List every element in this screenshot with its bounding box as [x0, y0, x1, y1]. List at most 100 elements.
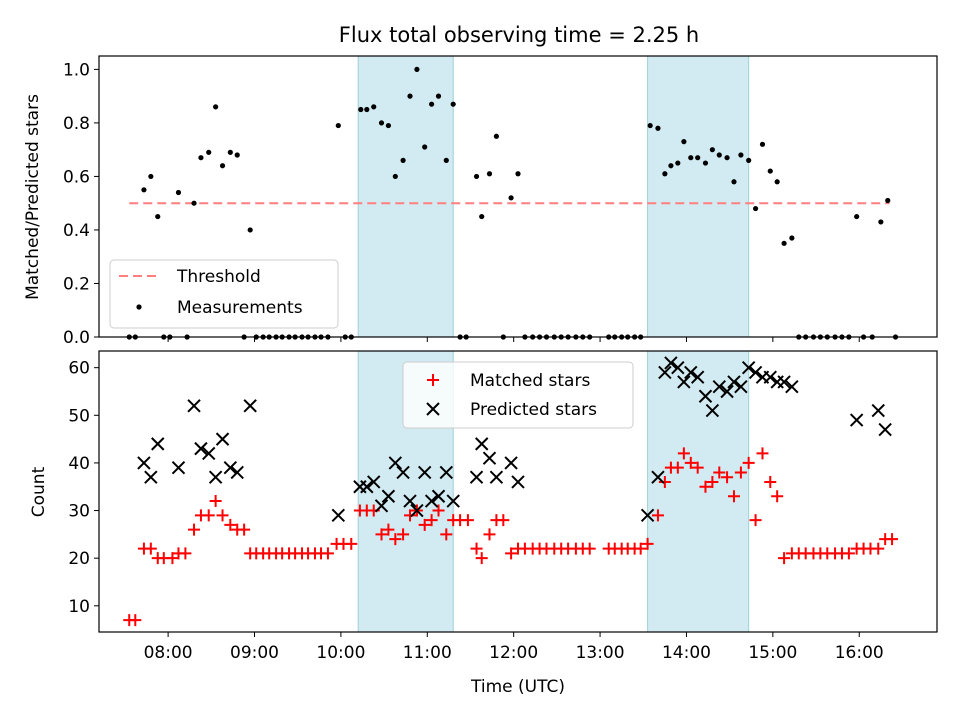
y-tick-label: 1.0 — [63, 60, 90, 80]
matched-star-point — [727, 490, 740, 503]
predicted-star-point — [171, 460, 186, 475]
measurement-point — [191, 200, 197, 206]
matched-star-point — [734, 466, 747, 479]
y-tick-label: 40 — [68, 454, 90, 474]
chart-title: Flux total observing time = 2.25 h — [339, 23, 699, 47]
matched-star-point — [238, 523, 251, 536]
matched-star-point — [216, 509, 229, 522]
top-y-axis-label: Matched/Predicted stars — [23, 94, 43, 300]
bottom-y-axis: 10 20 30 40 50 60 — [68, 359, 99, 617]
legend-measurements-swatch — [136, 304, 142, 310]
predicted-star-point — [712, 380, 727, 394]
measurement-point — [392, 173, 398, 180]
legend-matched-label: Matched stars — [470, 371, 590, 391]
measurement-point — [759, 141, 766, 147]
matched-star-point — [475, 552, 488, 565]
predicted-star-point — [664, 356, 678, 370]
legend-measurements-label: Measurements — [177, 298, 303, 318]
matched-star-point — [651, 509, 664, 522]
predicted-star-point — [690, 370, 705, 384]
predicted-star-point — [734, 380, 748, 394]
predicted-star-point — [424, 494, 439, 508]
matched-star-point — [634, 542, 647, 555]
matched-star-point — [224, 518, 237, 531]
x-tick-label: 10:00 — [316, 643, 365, 663]
matched-star-point — [397, 528, 410, 541]
matched-star-point — [144, 542, 157, 555]
matched-star-point — [470, 542, 483, 555]
x-tick-label: 09:00 — [230, 643, 279, 663]
top-plot-frame — [98, 55, 938, 338]
measurement-point — [486, 171, 493, 177]
measurement-point — [655, 125, 661, 131]
predicted-star-point — [367, 475, 381, 489]
matched-star-point — [583, 542, 596, 555]
legend-predicted-label: Predicted stars — [470, 400, 597, 420]
x-tick-label: 11:00 — [403, 643, 452, 663]
matched-star-point — [404, 509, 417, 522]
predicted-star-point — [720, 384, 734, 399]
measurement-point — [450, 101, 456, 107]
measurement-point — [716, 152, 722, 158]
top-shaded-intervals — [357, 55, 750, 338]
measurement-point — [227, 149, 233, 155]
x-tick-label: 13:00 — [576, 643, 625, 663]
measurement-point — [213, 104, 219, 110]
matched-star-point — [671, 461, 684, 474]
matched-star-point — [321, 547, 334, 560]
matched-star-point — [691, 461, 704, 474]
measurement-point — [854, 213, 860, 220]
top-x-tick-marks — [167, 337, 860, 342]
predicted-star-point — [187, 399, 201, 413]
predicted-star-point — [403, 494, 417, 508]
predicted-star-point — [482, 451, 497, 465]
measurement-point — [141, 187, 147, 193]
measurement-point — [364, 106, 370, 113]
predicted-star-point — [374, 499, 389, 513]
matched-star-point — [129, 614, 142, 627]
predicted-star-point — [331, 508, 346, 523]
predicted-star-point — [511, 475, 525, 489]
matched-star-point — [721, 471, 734, 484]
measurement-point — [647, 122, 653, 129]
bottom-plot-frame — [98, 350, 938, 633]
matched-star-point — [641, 537, 654, 550]
measurement-point — [752, 205, 759, 212]
legend-matched-swatch — [427, 374, 439, 386]
measurement-point — [175, 189, 182, 196]
predicted-star-point — [871, 403, 885, 418]
top-y-axis: 0.0 0.2 0.4 0.6 0.8 1.0 — [63, 60, 99, 348]
measurement-point — [731, 179, 737, 185]
predicted-star-point — [410, 503, 424, 518]
x-tick-label: 14:00 — [662, 643, 711, 663]
measurement-point — [479, 213, 485, 220]
shaded-interval — [647, 350, 750, 633]
measurement-point — [247, 227, 253, 233]
measurement-point — [206, 149, 212, 155]
legend-predicted-swatch — [426, 402, 440, 416]
y-tick-label: 30 — [68, 502, 90, 522]
measurement-point — [695, 155, 701, 161]
matched-star-point — [764, 475, 777, 488]
predicted-star-point — [396, 465, 410, 480]
predicted-star-point — [785, 380, 799, 394]
predicted-star-point — [748, 365, 763, 380]
x-tick-label: 12:00 — [489, 643, 538, 663]
predicted-star-point — [849, 413, 864, 427]
predicted-star-point — [658, 365, 672, 380]
matched-star-point — [440, 528, 453, 541]
measurement-point — [781, 240, 787, 246]
predicted-star-point — [202, 446, 216, 461]
measurement-point — [400, 157, 406, 163]
matched-star-point — [749, 514, 762, 527]
measurement-point — [335, 122, 341, 129]
predicted-star-point — [504, 456, 518, 470]
bottom-y-axis-label: Count — [29, 466, 49, 517]
matched-star-point — [505, 547, 518, 560]
shaded-interval — [357, 55, 454, 338]
matched-star-point — [389, 533, 402, 546]
matched-star-point — [713, 466, 726, 479]
predicted-star-point — [489, 470, 504, 484]
matched-star-point — [497, 514, 510, 527]
predicted-star-point — [439, 465, 454, 480]
